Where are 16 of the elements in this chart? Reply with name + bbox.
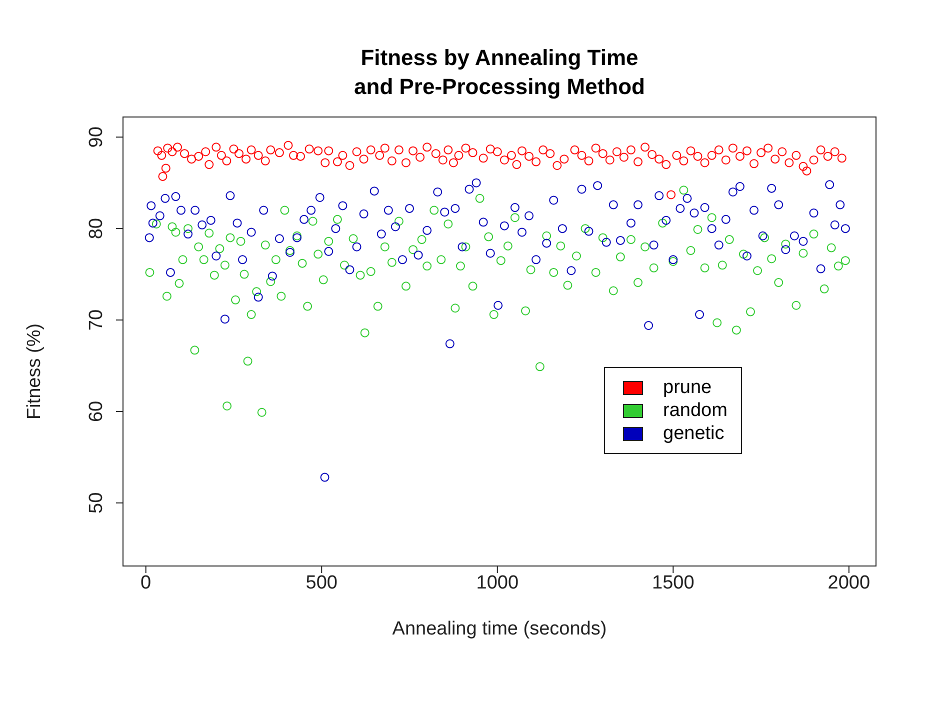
y-tick-label: 90 (86, 126, 107, 148)
y-axis-title: Fitness (%) (24, 323, 45, 420)
y-tick-label: 50 (86, 492, 107, 514)
legend-label: prune (663, 376, 712, 399)
legend-label: random (663, 399, 728, 422)
y-tick-label: 60 (86, 400, 107, 422)
legend-label: genetic (663, 422, 724, 445)
x-axis-title: Annealing time (seconds) (392, 618, 607, 640)
x-tick-label: 1500 (652, 572, 694, 594)
y-tick-label: 80 (86, 218, 107, 240)
chart-title: Fitness by Annealing Time and Pre-Processing Method (353, 44, 646, 101)
y-tick-label: 70 (86, 309, 107, 331)
x-tick-label: 2000 (828, 572, 870, 594)
x-tick-label: 1000 (476, 572, 519, 594)
x-tick-label: 500 (306, 572, 338, 594)
x-tick-label: 0 (140, 572, 152, 594)
